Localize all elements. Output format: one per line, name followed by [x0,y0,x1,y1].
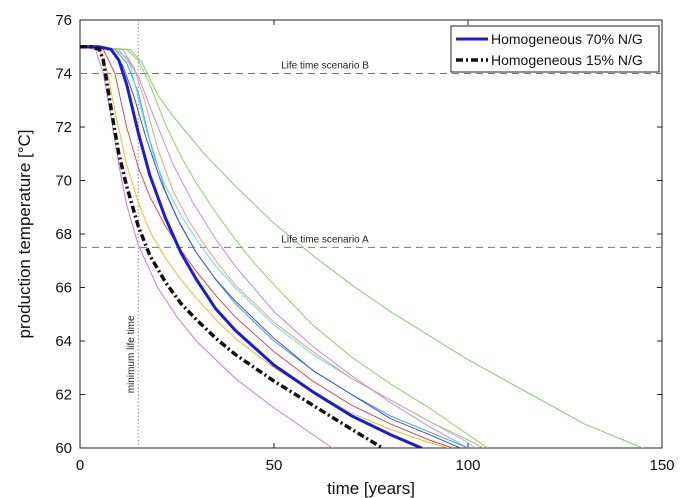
y-tick-label: 62 [55,387,72,404]
legend-label-homogeneous-70: Homogeneous 70% N/G [491,31,643,47]
series-line [80,46,333,448]
reference-line-label: Life time scenario A [281,234,369,245]
x-tick-label: 150 [649,457,674,474]
legend-label-homogeneous-15: Homogeneous 15% N/G [491,52,643,68]
series-line [80,46,450,448]
y-tick-label: 76 [55,12,72,29]
series-line [80,45,423,448]
series-line [80,46,644,448]
y-tick-label: 68 [55,226,72,243]
series-line [80,46,453,448]
legend-box [450,25,660,73]
x-tick-label: 0 [76,457,84,474]
plot-area [79,19,663,449]
x-tick-label: 50 [266,457,283,474]
series-line [80,46,484,448]
x-tick-label: 100 [455,457,480,474]
y-tick-label: 64 [55,333,72,350]
y-tick-label: 60 [55,440,72,457]
legend: Homogeneous 70% N/G Homogeneous 15% N/G [450,25,660,73]
x-axis-label: time [years] [327,479,415,498]
y-tick-label: 70 [55,173,72,190]
y-tick-label: 72 [55,119,72,136]
y-axis-label: production temperature [°C] [15,129,34,338]
series-line [80,46,469,448]
y-tick-label: 66 [55,280,72,297]
reference-line-label: Life time scenario B [281,61,369,72]
y-tick-label: 74 [55,66,72,83]
series-line [80,46,488,448]
series-line [80,46,461,448]
reference-line-label: minimum life time [126,315,137,393]
